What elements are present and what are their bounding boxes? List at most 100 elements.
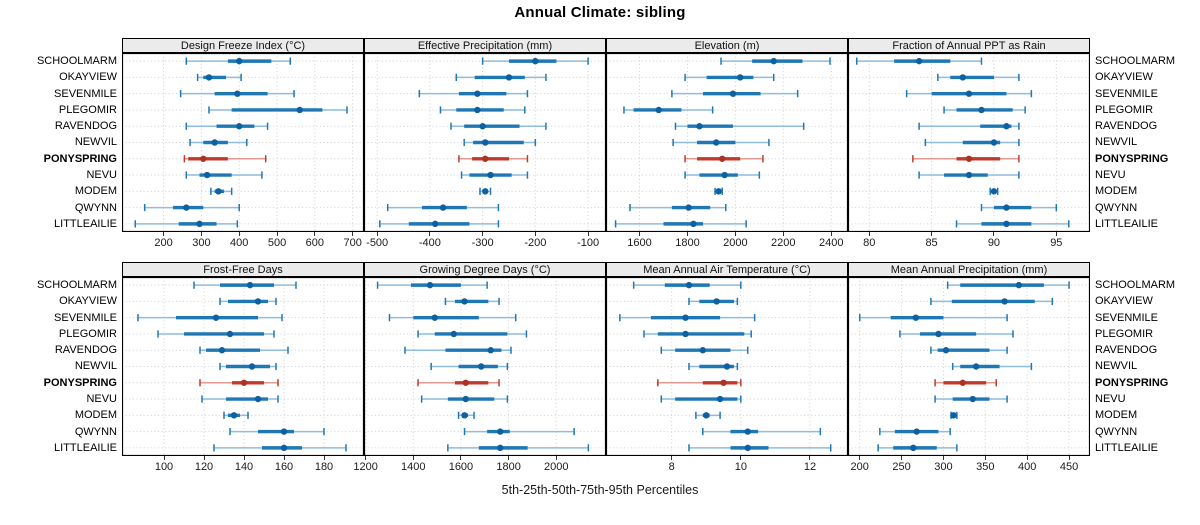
panel-strip-fraction-of-annual-ppt-as-rain: Fraction of Annual PPT as Rain — [848, 38, 1090, 53]
site-label-ponyspring: PONYSPRING — [1095, 152, 1169, 165]
median-dot — [935, 330, 942, 338]
x-tick-label: 120 — [194, 461, 214, 473]
x-tick-label: 1200 — [353, 461, 378, 473]
series-qwynn — [879, 427, 951, 436]
site-label-modem: MODEM — [74, 409, 117, 422]
site-label-qwynn: QWYNN — [74, 425, 117, 438]
median-dot — [254, 298, 262, 305]
series-nevu — [660, 395, 742, 403]
series-modem — [223, 411, 249, 419]
median-dot — [487, 347, 494, 354]
x-tick-label: 700 — [343, 237, 362, 249]
x-tick-mark — [1068, 456, 1070, 460]
series-schoolmarm — [855, 57, 983, 65]
series-littleailie — [447, 444, 590, 452]
median-dot — [280, 428, 288, 435]
series-newvil — [951, 362, 1033, 371]
series-plegomir — [623, 106, 714, 114]
series-ponyspring — [183, 155, 267, 163]
series-modem — [714, 187, 723, 195]
x-tick-mark — [200, 232, 202, 236]
series-schoolmarm — [632, 281, 742, 289]
x-tick-label: 8 — [668, 461, 675, 473]
x-tick-mark — [365, 456, 367, 460]
site-label-okayview: OKAYVIEW — [1095, 71, 1153, 84]
series-newvil — [463, 138, 537, 147]
median-dot — [770, 57, 777, 65]
x-tick-mark — [352, 232, 354, 236]
x-tick-label: 350 — [976, 461, 995, 473]
median-dot — [1003, 220, 1010, 228]
x-tick-label: -500 — [366, 237, 389, 249]
panel-strip-frost-free-days: Frost-Free Days — [122, 262, 364, 277]
median-dot — [183, 204, 190, 211]
x-tick-mark — [163, 232, 165, 236]
site-label-littleailie: LITTLEAILIE — [1095, 441, 1158, 454]
x-tick-label: -200 — [524, 237, 547, 249]
x-tick-mark — [942, 456, 944, 460]
series-littleailie — [134, 220, 239, 228]
median-dot — [439, 204, 447, 211]
x-tick-label: -100 — [577, 237, 600, 249]
series-modem — [479, 187, 492, 195]
median-dot — [246, 281, 254, 289]
panel-strip-mean-annual-precipitation-mm: Mean Annual Precipitation (mm) — [848, 262, 1090, 277]
x-tick-mark — [901, 456, 903, 460]
x-tick-label: -400 — [418, 237, 441, 249]
median-dot — [240, 379, 248, 386]
x-tick-mark — [534, 232, 536, 236]
series-sevenmile — [671, 90, 799, 98]
panel-border — [121, 276, 365, 457]
median-dot — [230, 412, 238, 419]
site-labels-right-row2: SCHOOLMARM OKAYVIEW SEVENMILE PLEGOMIR RAVEN… — [1095, 277, 1200, 456]
site-label-plegomir: PLEGOMIR — [1095, 103, 1154, 116]
site-label-ponyspring: PONYSPRING — [43, 376, 117, 389]
series-ponyspring — [458, 155, 529, 163]
median-dot — [713, 139, 720, 146]
panel-border — [363, 276, 607, 457]
site-label-schoolmarm: SCHOOLMARM — [1095, 55, 1176, 68]
series-newvil — [672, 138, 770, 147]
median-dot — [431, 220, 439, 228]
median-dot — [716, 395, 724, 403]
median-dot — [655, 106, 662, 114]
series-nevu — [185, 171, 263, 179]
series-ravendog — [404, 346, 512, 354]
x-tick-mark — [931, 232, 933, 236]
x-tick-mark — [1055, 232, 1057, 236]
x-tick-mark — [809, 456, 811, 460]
series-okayview — [930, 297, 1054, 306]
x-tick-label: 1600 — [448, 461, 474, 473]
median-dot — [482, 155, 489, 162]
panel-border — [363, 52, 607, 233]
median-dot — [497, 428, 504, 435]
series-modem — [210, 187, 233, 195]
median-dot — [482, 139, 489, 146]
site-label-littleailie: LITTLEAILIE — [1095, 217, 1158, 230]
median-dot — [723, 363, 731, 370]
site-label-modem: MODEM — [1095, 185, 1138, 198]
panel-title: Mean Annual Precipitation (mm) — [890, 263, 1048, 276]
series-ravendog — [185, 122, 269, 130]
site-label-nevu: NEVU — [86, 392, 117, 405]
panel-axis-mean-annual-precipitation-mm: 200 250 300 350 400 450 — [848, 456, 1090, 480]
series-qwynn — [702, 427, 822, 436]
series-plegomir — [157, 330, 275, 338]
median-dot — [474, 106, 481, 114]
x-tick-mark — [782, 232, 784, 236]
panel-strip-design-freeze-index-c: Design Freeze Index (°C) — [122, 38, 364, 53]
series-plegomir — [643, 330, 752, 338]
median-dot — [477, 363, 485, 370]
x-tick-mark — [993, 232, 995, 236]
series-schoolmarm — [193, 281, 297, 289]
x-tick-mark — [508, 456, 510, 460]
site-label-newvil: NEWVIL — [1095, 360, 1138, 373]
x-tick-mark — [671, 456, 673, 460]
site-label-qwynn: QWYNN — [1095, 425, 1138, 438]
site-labels-left-row1: SCHOOLMARM OKAYVIEW SEVENMILE PLEGOMIR RAVEN… — [0, 53, 117, 232]
x-tick-label: 2000 — [723, 237, 748, 249]
series-plegomir — [943, 106, 1026, 114]
median-dot — [296, 106, 303, 114]
median-dot — [720, 379, 727, 386]
